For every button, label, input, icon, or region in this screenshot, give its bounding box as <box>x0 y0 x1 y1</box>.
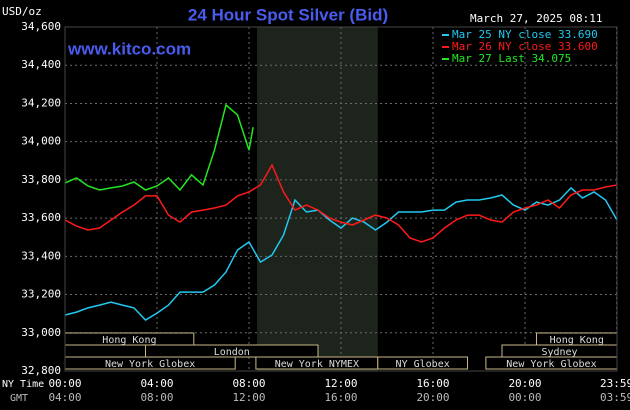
session-label: NY Globex <box>396 359 450 370</box>
y-tick-label: 33,000 <box>21 326 61 339</box>
y-tick-label: 34,000 <box>21 135 61 148</box>
shaded-region <box>257 27 378 371</box>
y-tick-label: 33,600 <box>21 211 61 224</box>
x2-tick-label: 08:00 <box>140 391 173 404</box>
y-axis-label: USD/oz <box>2 5 42 18</box>
session-label: New York Globex <box>506 359 596 370</box>
x2-tick-label: 16:00 <box>324 391 357 404</box>
legend-label: Mar 25 NY close 33.690 <box>452 28 598 41</box>
y-tick-label: 33,400 <box>21 249 61 262</box>
x2-tick-label: 03:59 <box>600 391 630 404</box>
plot-area: 32,800 33,000 33,200 33,400 33,600 33,800 34,0… <box>21 20 630 404</box>
plot-frame <box>64 26 618 372</box>
y-tick-label: 33,200 <box>21 288 61 301</box>
x-tick-label: 16:00 <box>416 377 449 390</box>
series-line <box>64 103 254 192</box>
x-tick-label: 23:59 <box>600 377 630 390</box>
series-line <box>64 163 618 243</box>
legend-label: Mar 26 NY close 33.600 <box>452 40 598 53</box>
session-label: Hong Kong <box>102 335 156 346</box>
series-line <box>64 186 618 321</box>
x-tick-label: 20:00 <box>508 377 541 390</box>
x2-axis-label: GMT <box>10 393 28 404</box>
x-tick-label: 12:00 <box>324 377 357 390</box>
session-label: New York NYMEX <box>275 359 359 370</box>
y-tick-label: 34,600 <box>21 20 61 33</box>
session-box <box>377 356 468 370</box>
legend-label: Mar 27 Last 34.075 <box>452 52 571 65</box>
y-tick-label: 33,800 <box>21 173 61 186</box>
timestamp: March 27, 2025 08:11 <box>470 12 602 25</box>
x2-tick-label: 20:00 <box>416 391 449 404</box>
session-label: Sydney <box>541 347 577 358</box>
chart-title: 24 Hour Spot Silver (Bid) <box>188 5 388 24</box>
x2-tick-label: 04:00 <box>48 391 81 404</box>
x-tick-label: 08:00 <box>232 377 265 390</box>
x2-tick-label: 00:00 <box>508 391 541 404</box>
session-label: Hong Kong <box>550 335 604 346</box>
session-label: London <box>214 347 250 358</box>
x-tick-label: 04:00 <box>140 377 173 390</box>
session-label: New York Globex <box>105 359 195 370</box>
y-tick-label: 32,800 <box>21 364 61 377</box>
x-axis-label: NY Time <box>2 379 44 390</box>
watermark: www.kitco.com <box>67 39 191 58</box>
x-tick-label: 00:00 <box>48 377 81 390</box>
y-tick-label: 34,200 <box>21 96 61 109</box>
y-tick-label: 34,400 <box>21 58 61 71</box>
x2-tick-label: 12:00 <box>232 391 265 404</box>
